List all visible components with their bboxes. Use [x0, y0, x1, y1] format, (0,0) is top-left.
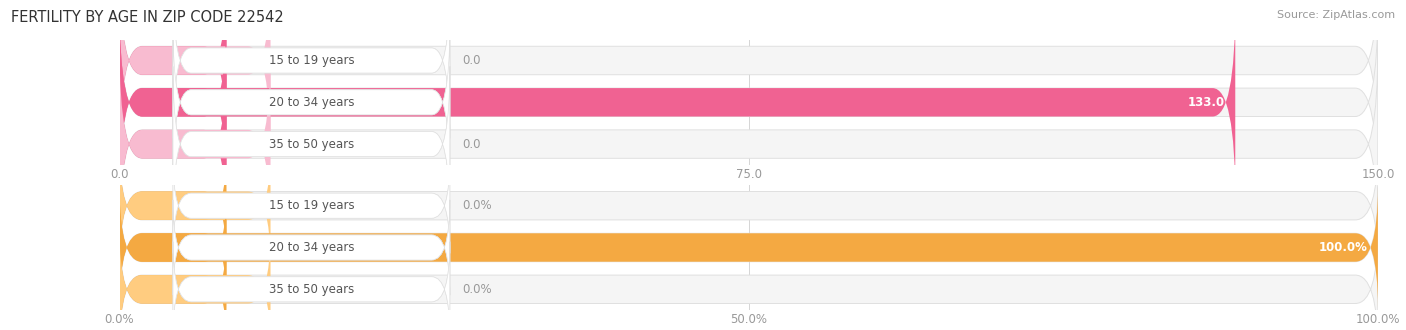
- FancyBboxPatch shape: [120, 46, 226, 243]
- FancyBboxPatch shape: [120, 4, 226, 201]
- Text: 0.0%: 0.0%: [463, 283, 492, 296]
- FancyBboxPatch shape: [120, 186, 1378, 309]
- Text: 20 to 34 years: 20 to 34 years: [269, 241, 354, 254]
- FancyBboxPatch shape: [173, 66, 450, 222]
- Text: 35 to 50 years: 35 to 50 years: [269, 138, 354, 150]
- Text: 35 to 50 years: 35 to 50 years: [269, 138, 354, 150]
- Text: 15 to 19 years: 15 to 19 years: [269, 199, 354, 212]
- Text: 20 to 34 years: 20 to 34 years: [269, 96, 354, 109]
- FancyBboxPatch shape: [120, 145, 1378, 267]
- Text: 133.0: 133.0: [1188, 96, 1225, 109]
- FancyBboxPatch shape: [120, 0, 270, 159]
- Text: 0.0: 0.0: [463, 138, 481, 150]
- FancyBboxPatch shape: [173, 66, 450, 222]
- FancyBboxPatch shape: [173, 24, 450, 180]
- FancyBboxPatch shape: [120, 228, 270, 330]
- FancyBboxPatch shape: [173, 200, 450, 295]
- FancyBboxPatch shape: [120, 46, 270, 243]
- Text: 20 to 34 years: 20 to 34 years: [269, 96, 354, 109]
- Text: 100.0%: 100.0%: [1319, 241, 1368, 254]
- FancyBboxPatch shape: [120, 228, 1378, 330]
- FancyBboxPatch shape: [120, 4, 1378, 201]
- Text: 15 to 19 years: 15 to 19 years: [269, 54, 354, 67]
- FancyBboxPatch shape: [173, 158, 450, 253]
- FancyBboxPatch shape: [120, 145, 270, 267]
- Text: 35 to 50 years: 35 to 50 years: [269, 283, 354, 296]
- FancyBboxPatch shape: [173, 200, 450, 295]
- FancyBboxPatch shape: [173, 0, 450, 138]
- FancyBboxPatch shape: [120, 0, 226, 159]
- FancyBboxPatch shape: [173, 158, 450, 253]
- Text: 20 to 34 years: 20 to 34 years: [269, 241, 354, 254]
- Text: 0.0: 0.0: [463, 54, 481, 67]
- Text: Source: ZipAtlas.com: Source: ZipAtlas.com: [1277, 10, 1395, 20]
- FancyBboxPatch shape: [120, 145, 226, 267]
- Text: FERTILITY BY AGE IN ZIP CODE 22542: FERTILITY BY AGE IN ZIP CODE 22542: [11, 10, 284, 25]
- Text: 0.0%: 0.0%: [463, 199, 492, 212]
- Text: 15 to 19 years: 15 to 19 years: [269, 54, 354, 67]
- FancyBboxPatch shape: [173, 24, 450, 180]
- FancyBboxPatch shape: [120, 46, 1378, 243]
- FancyBboxPatch shape: [173, 242, 450, 330]
- FancyBboxPatch shape: [120, 4, 1236, 201]
- Text: 35 to 50 years: 35 to 50 years: [269, 283, 354, 296]
- FancyBboxPatch shape: [120, 186, 1378, 309]
- FancyBboxPatch shape: [120, 186, 226, 309]
- Text: 15 to 19 years: 15 to 19 years: [269, 199, 354, 212]
- FancyBboxPatch shape: [173, 0, 450, 138]
- FancyBboxPatch shape: [173, 242, 450, 330]
- FancyBboxPatch shape: [120, 228, 226, 330]
- FancyBboxPatch shape: [120, 0, 1378, 159]
